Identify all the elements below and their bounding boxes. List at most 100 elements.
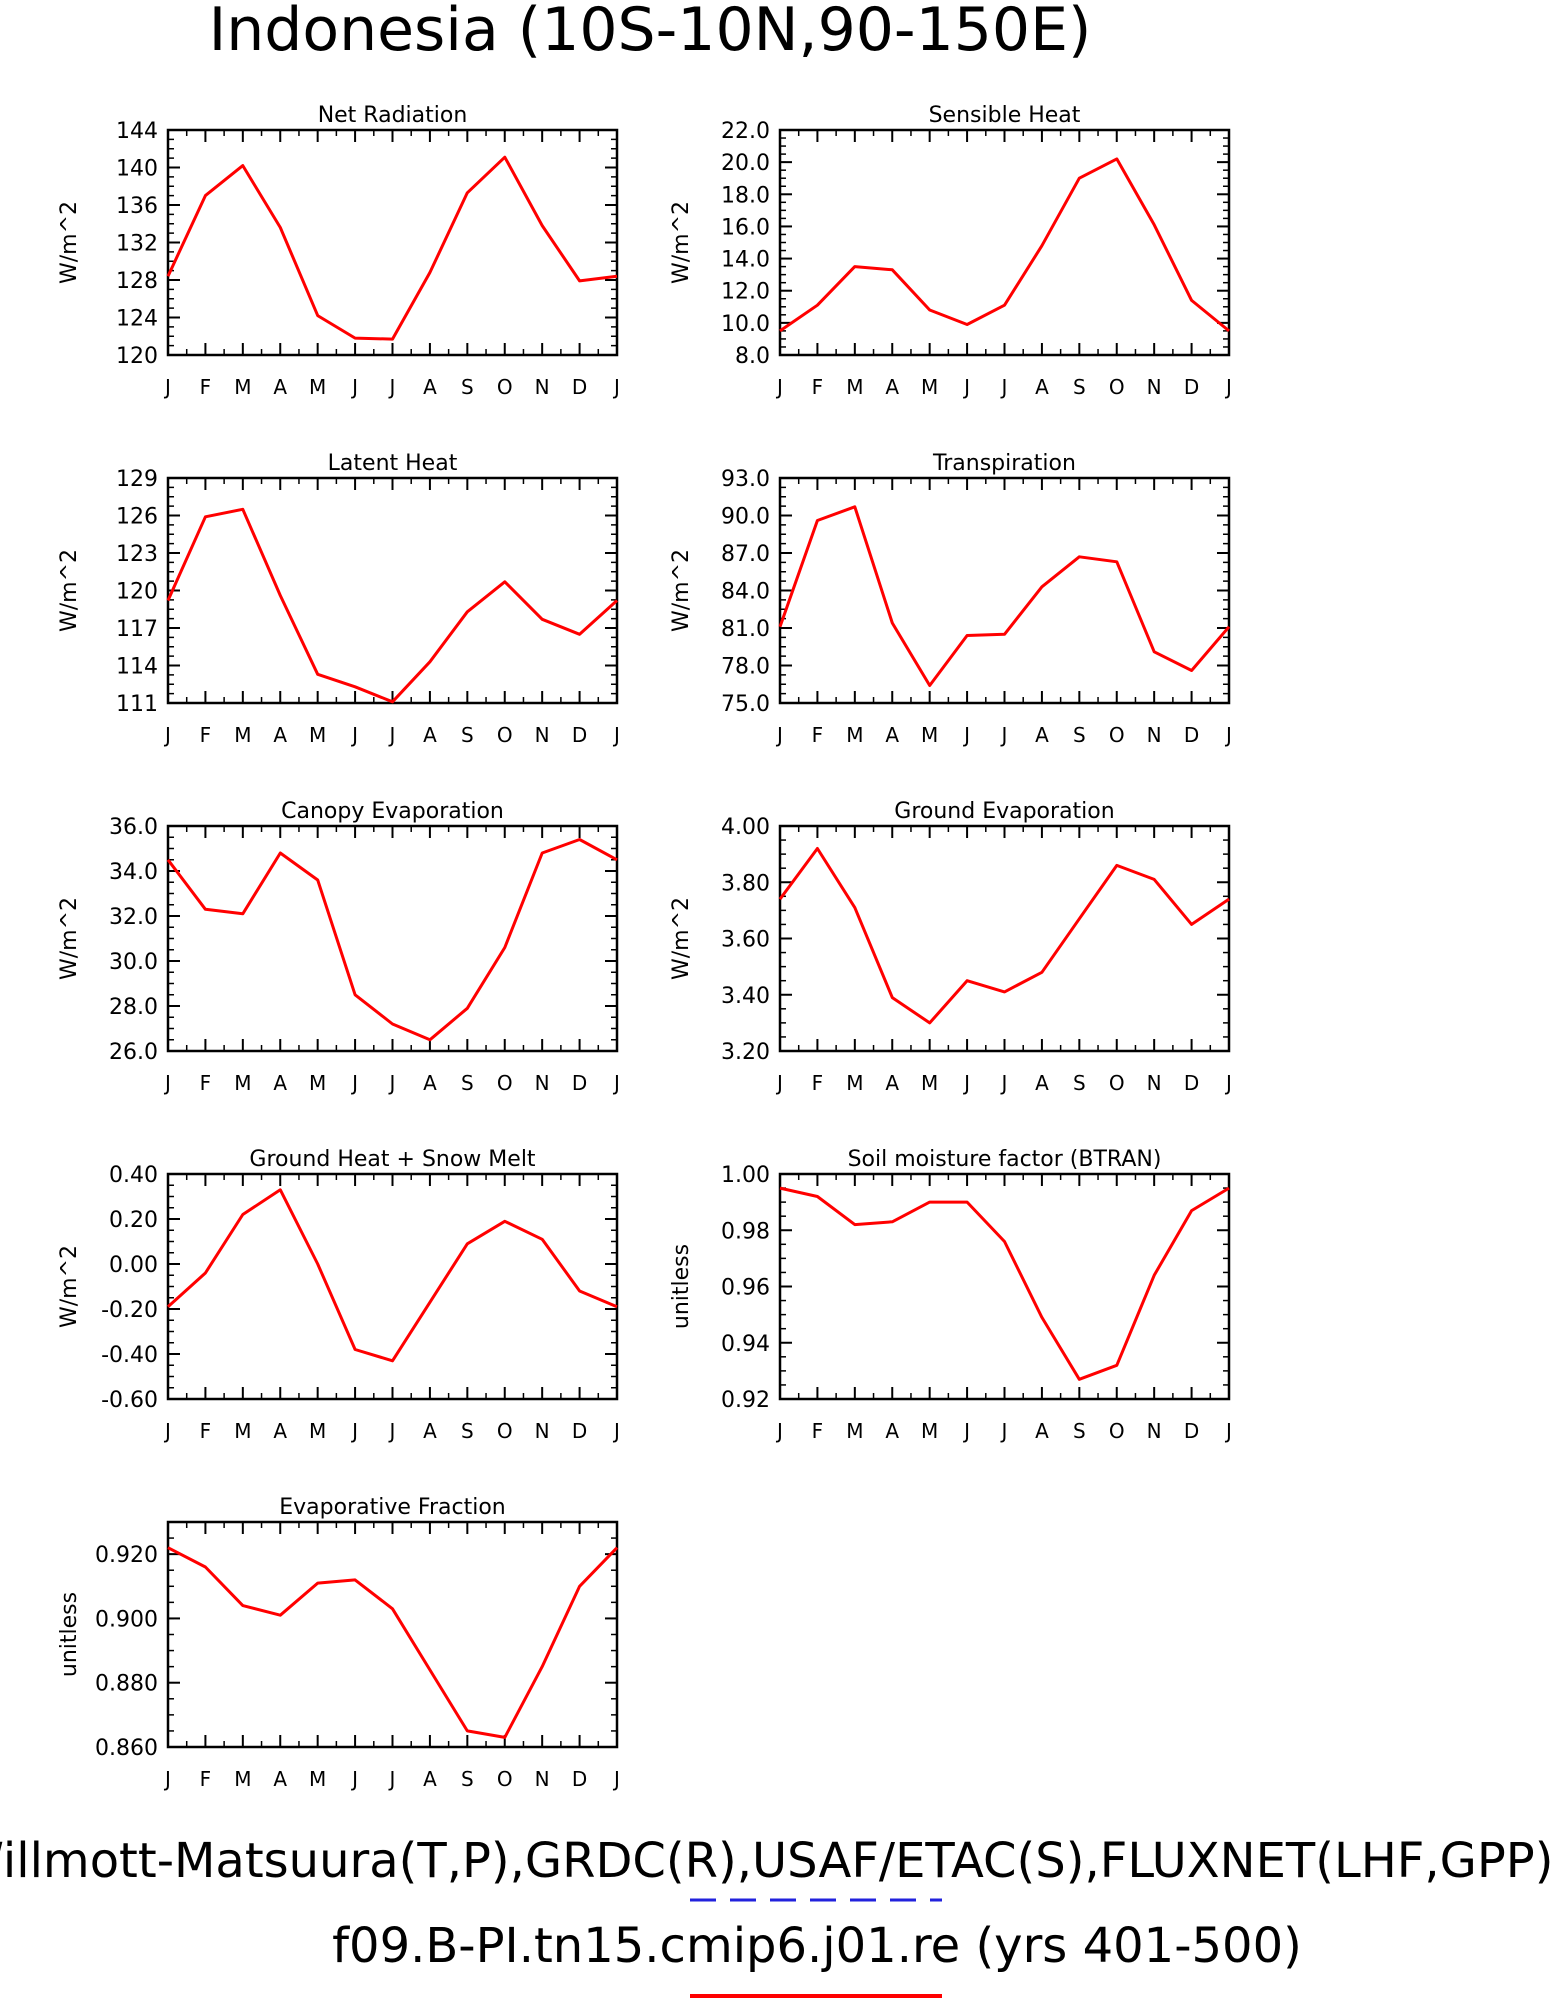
plot-frame bbox=[778, 824, 1231, 1053]
x-tick-label: D bbox=[572, 723, 587, 747]
y-axis-label: unitless bbox=[669, 1244, 694, 1329]
y-tick-label: 36.0 bbox=[109, 815, 158, 840]
panel-title: Latent Heat bbox=[328, 451, 458, 476]
x-tick-label: D bbox=[1184, 375, 1199, 399]
x-tick-label: A bbox=[423, 1071, 437, 1095]
x-tick-label: F bbox=[200, 1071, 212, 1095]
x-tick-label: J bbox=[775, 1419, 783, 1443]
x-tick-label: S bbox=[461, 723, 474, 747]
y-axis-label: W/m^2 bbox=[669, 897, 694, 980]
x-tick-label: O bbox=[1109, 1419, 1125, 1443]
x-tick-label: J bbox=[1000, 375, 1008, 399]
y-tick-label: 136 bbox=[116, 194, 158, 219]
x-tick-label: D bbox=[572, 1419, 587, 1443]
x-tick-label: S bbox=[1073, 375, 1086, 399]
y-tick-label: 0.92 bbox=[721, 1388, 770, 1413]
y-tick-label: 8.0 bbox=[735, 344, 770, 369]
x-tick-label: J bbox=[163, 1767, 171, 1791]
plot-frame bbox=[166, 824, 619, 1053]
y-axis-label: W/m^2 bbox=[669, 201, 694, 284]
x-tick-label: J bbox=[1000, 1071, 1008, 1095]
x-tick-label: J bbox=[163, 723, 171, 747]
y-tick-label: 4.00 bbox=[721, 815, 770, 840]
x-tick-label: J bbox=[775, 723, 783, 747]
plot-frame bbox=[778, 476, 1231, 705]
y-tick-label: 123 bbox=[116, 542, 158, 567]
x-tick-label: M bbox=[234, 375, 251, 399]
x-tick-label: M bbox=[846, 375, 863, 399]
y-axis-label: W/m^2 bbox=[57, 549, 82, 632]
plot-frame bbox=[778, 1172, 1231, 1401]
x-tick-label: O bbox=[497, 375, 513, 399]
series-line bbox=[779, 1186, 1230, 1381]
x-tick-label: A bbox=[273, 1767, 287, 1791]
y-axis-label: W/m^2 bbox=[57, 201, 82, 284]
x-tick-label: O bbox=[497, 1419, 513, 1443]
x-tick-label: O bbox=[497, 1071, 513, 1095]
x-tick-label: J bbox=[350, 1767, 358, 1791]
x-tick-label: A bbox=[1035, 1071, 1049, 1095]
y-tick-label: 3.80 bbox=[721, 871, 770, 896]
panel-title: Ground Evaporation bbox=[894, 799, 1114, 824]
x-tick-label: A bbox=[273, 375, 287, 399]
panel-title: Canopy Evaporation bbox=[281, 799, 504, 824]
y-tick-label: 20.0 bbox=[721, 151, 770, 176]
y-tick-label: 84.0 bbox=[721, 580, 770, 605]
y-tick-label: 81.0 bbox=[721, 617, 770, 642]
x-tick-label: J bbox=[775, 375, 783, 399]
y-tick-label: 124 bbox=[116, 307, 158, 332]
x-tick-label: J bbox=[1224, 1419, 1232, 1443]
x-tick-label: F bbox=[200, 1419, 212, 1443]
x-tick-label: J bbox=[388, 723, 396, 747]
x-tick-label: F bbox=[200, 723, 212, 747]
y-tick-label: 0.94 bbox=[721, 1332, 770, 1357]
x-tick-label: D bbox=[1184, 1419, 1199, 1443]
x-tick-label: J bbox=[163, 375, 171, 399]
y-tick-label: 128 bbox=[116, 269, 158, 294]
y-tick-label: 144 bbox=[116, 119, 158, 144]
x-tick-label: J bbox=[775, 1071, 783, 1095]
x-tick-label: F bbox=[812, 723, 824, 747]
x-tick-label: D bbox=[1184, 723, 1199, 747]
x-tick-label: A bbox=[1035, 1419, 1049, 1443]
series-line bbox=[778, 505, 1231, 687]
x-tick-label: S bbox=[461, 375, 474, 399]
y-tick-label: 132 bbox=[116, 232, 158, 257]
x-tick-label: O bbox=[1109, 723, 1125, 747]
y-tick-label: 22.0 bbox=[721, 119, 770, 144]
panel-title: Soil moisture factor (BTRAN) bbox=[848, 1147, 1162, 1172]
x-tick-label: M bbox=[234, 1071, 251, 1095]
x-tick-label: A bbox=[423, 1767, 437, 1791]
x-tick-label: M bbox=[309, 1767, 326, 1791]
x-tick-label: J bbox=[612, 1071, 620, 1095]
x-tick-label: M bbox=[234, 1419, 251, 1443]
x-tick-label: A bbox=[1035, 375, 1049, 399]
x-tick-label: A bbox=[885, 1419, 899, 1443]
x-tick-label: S bbox=[1073, 1071, 1086, 1095]
x-tick-label: M bbox=[309, 375, 326, 399]
y-tick-label: -0.40 bbox=[101, 1343, 158, 1368]
panel-title: Sensible Heat bbox=[929, 103, 1081, 128]
x-tick-label: J bbox=[962, 723, 970, 747]
x-tick-label: F bbox=[200, 1767, 212, 1791]
x-tick-label: J bbox=[1000, 1419, 1008, 1443]
x-tick-label: M bbox=[921, 723, 938, 747]
y-tick-label: 0.920 bbox=[95, 1543, 158, 1568]
x-tick-label: J bbox=[612, 723, 620, 747]
x-tick-label: M bbox=[921, 375, 938, 399]
x-tick-label: J bbox=[962, 1419, 970, 1443]
y-axis-label: W/m^2 bbox=[57, 897, 82, 980]
y-tick-label: 10.0 bbox=[721, 312, 770, 337]
y-tick-label: 117 bbox=[116, 617, 158, 642]
x-tick-label: J bbox=[612, 375, 620, 399]
series-line bbox=[166, 507, 619, 704]
x-tick-label: J bbox=[350, 1419, 358, 1443]
x-tick-label: J bbox=[612, 1419, 620, 1443]
x-tick-label: M bbox=[846, 1419, 863, 1443]
